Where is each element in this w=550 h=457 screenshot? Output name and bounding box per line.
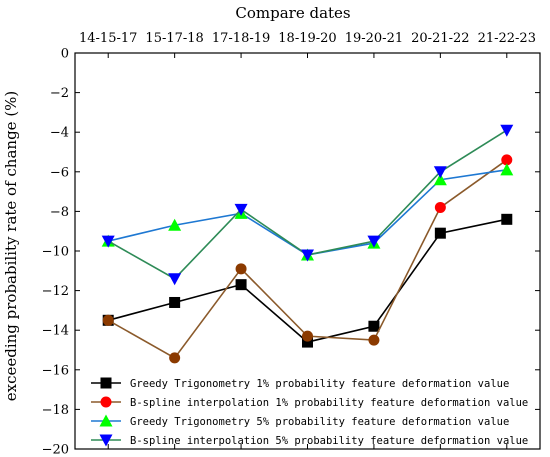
legend-label: Greedy Trigonometry 5% probability featu… [130,416,509,428]
data-point [500,124,514,137]
data-point [500,163,514,176]
data-point [301,249,314,262]
legend-swatch-marker [100,396,112,408]
y-tick-label: −18 [42,403,69,418]
x-tick-label: 14-15-17 [79,31,137,46]
series-line [108,218,507,343]
legend-label: Greedy Trigonometry 1% probability featu… [130,378,509,390]
y-tick-label: 0 [61,47,69,62]
data-point [169,296,181,308]
y-tick-label: −6 [50,165,69,180]
data-point [235,263,247,275]
y-tick-label: −14 [42,324,69,339]
x-axis-ticks: 14-15-17 15-17-18 17-18-19 18-19-20 19-20-21… [79,31,536,449]
data-point [501,213,513,225]
y-tick-label: −20 [42,443,69,457]
y-tick-label: −4 [50,126,69,141]
data-point [101,235,115,248]
data-point [367,235,381,248]
x-tick-label: 21-22-23 [478,31,536,46]
data-point [433,166,447,179]
y-axis-ticks: 0 −2 −4 −6 −8 −10 −12 −14 −16 −18 −20 [42,47,540,457]
data-point [302,336,313,348]
y-tick-label: −10 [42,245,69,260]
y-tick-label: −12 [42,284,69,299]
x-tick-label: 15-17-18 [145,31,203,46]
legend-swatch-marker [100,377,112,389]
legend: Greedy Trigonometry 1% probability featu… [91,377,528,447]
data-point [102,314,114,326]
data-point [433,173,447,186]
series-2 [102,154,513,364]
legend-item: Greedy Trigonometry 5% probability featu… [91,414,509,428]
legend-label: B-spline interpolation 5% probability fe… [130,435,528,447]
legend-label: B-spline interpolation 1% probability fe… [130,397,528,409]
data-point [434,201,446,213]
data-point [169,352,181,364]
y-tick-label: −16 [42,363,69,378]
x-tick-label: 18-19-20 [278,31,336,46]
legend-item: B-spline interpolation 5% probability fe… [91,434,528,447]
data-point [368,320,380,332]
x-tick-label: 19-20-21 [345,31,403,46]
data-point [434,227,446,239]
legend-item: B-spline interpolation 1% probability fe… [91,396,528,409]
legend-swatch-marker [99,414,113,427]
series-4 [101,124,514,286]
legend-item: Greedy Trigonometry 1% probability featu… [91,377,509,390]
data-point [234,203,248,216]
y-tick-label: −8 [50,205,69,220]
y-tick-label: −2 [50,86,69,101]
x-axis-title: Compare dates [235,4,350,22]
series-1 [102,213,513,348]
data-point [235,279,247,291]
series-layer [101,124,514,364]
legend-swatch-marker [99,434,113,447]
data-point [302,330,313,342]
data-point [168,218,182,231]
x-tick-label: 20-21-22 [411,31,469,46]
x-tick-label: 17-18-19 [212,31,270,46]
data-point [368,334,380,346]
data-point [168,273,182,286]
series-3 [101,163,514,261]
series-line [108,169,507,256]
data-point [501,154,513,166]
y-axis-title: exceeding probability rate of change (%) [2,91,20,402]
